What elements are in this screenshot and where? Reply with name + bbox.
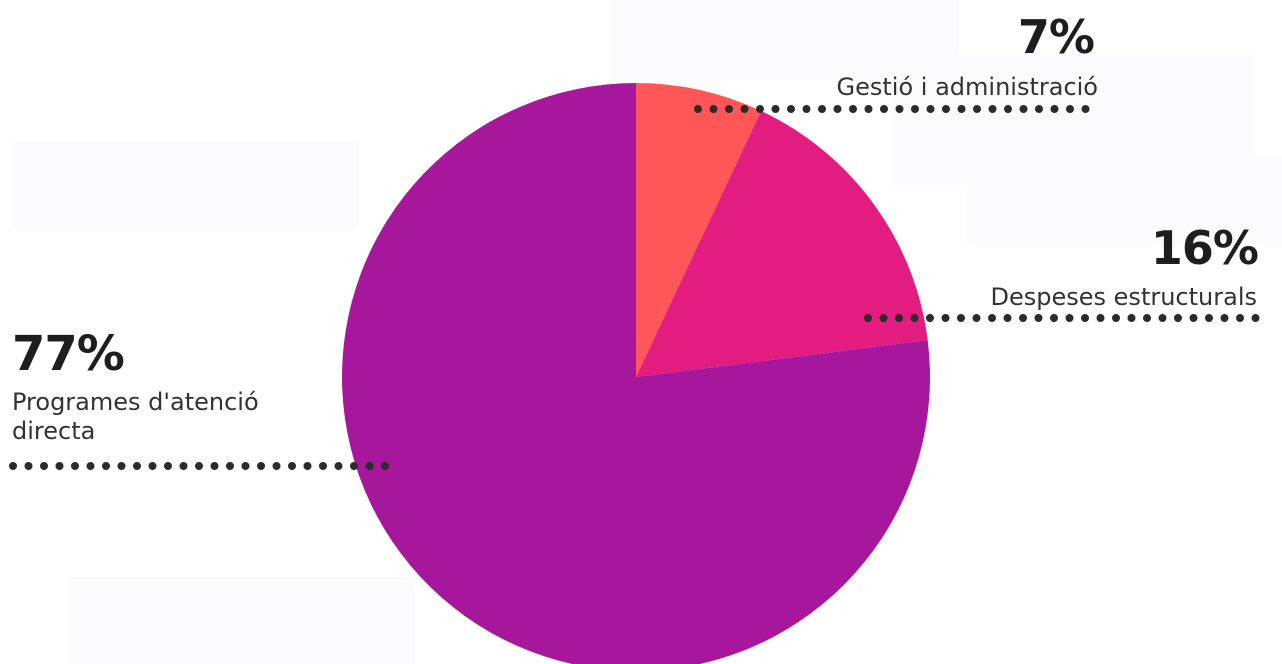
slice-category-label: Gestió i administració [836, 73, 1098, 101]
pie-slice-1 [636, 83, 762, 377]
background-block [967, 155, 1282, 245]
slice-value-label: 77% [12, 326, 125, 382]
slice-value-label: 16% [1150, 221, 1259, 275]
pie-slice-2 [636, 110, 928, 377]
slice-category-label: Despeses estructurals [990, 283, 1257, 311]
leader-line [694, 105, 1093, 113]
pie-slices [342, 83, 930, 664]
leader-line [9, 462, 402, 470]
leader-line [864, 314, 1267, 322]
background-block [13, 141, 359, 229]
slice-value-label: 7% [1017, 10, 1095, 64]
background-block [68, 577, 414, 664]
pie-slice-3 [342, 83, 930, 664]
slice-category-label: Programes d'atenció directa [12, 388, 259, 445]
